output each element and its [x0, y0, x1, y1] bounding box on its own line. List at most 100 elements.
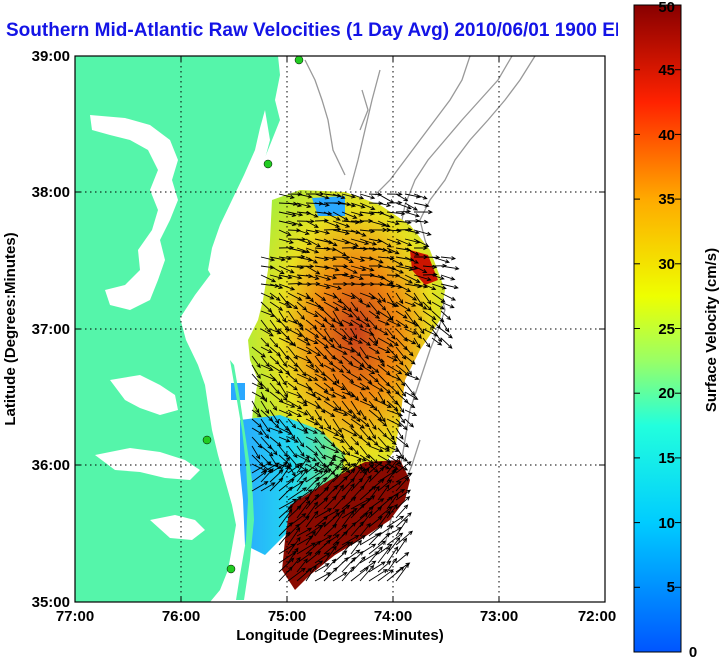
y-tick-label: 37:00	[32, 321, 70, 338]
velocity-arrow	[332, 364, 345, 373]
velocity-arrow	[332, 466, 348, 483]
velocity-arrow	[296, 310, 306, 321]
velocity-arrows	[251, 191, 460, 582]
velocity-arrow	[413, 229, 432, 236]
velocity-arrow	[341, 346, 356, 353]
velocity-arrow	[287, 527, 301, 546]
velocity-arrow	[350, 238, 370, 246]
velocity-arrow	[359, 454, 375, 464]
velocity-arrow	[278, 418, 290, 432]
velocity-arrow	[305, 364, 320, 373]
velocity-arrow	[377, 211, 395, 219]
velocity-arrow	[368, 256, 384, 264]
velocity-arrow	[440, 310, 452, 321]
velocity-arrow	[368, 346, 380, 354]
velocity-arrow	[306, 191, 325, 197]
velocity-arrow	[350, 319, 364, 328]
velocity-arrow	[341, 319, 354, 326]
velocity-arrow	[404, 202, 419, 211]
velocity-arrow	[359, 265, 375, 272]
velocity-arrow	[377, 509, 391, 528]
velocity-arrow	[341, 418, 355, 429]
velocity-arrow	[359, 560, 377, 573]
velocity-arrow	[296, 454, 312, 463]
velocity-arrow	[386, 319, 402, 327]
velocity-arrow	[359, 418, 370, 428]
velocity-arrow	[314, 373, 328, 381]
velocity-arrow	[377, 463, 391, 470]
velocity-arrow	[431, 337, 443, 346]
velocity-arrow	[269, 409, 280, 425]
velocity-arrow	[404, 328, 418, 335]
velocity-arrow	[359, 373, 373, 385]
velocity-arrow	[413, 301, 428, 310]
velocity-arrow	[377, 274, 394, 285]
colorbar-scale	[633, 4, 682, 653]
velocity-arrow	[377, 391, 386, 405]
velocity-arrow	[341, 454, 351, 467]
velocity-arrow	[278, 508, 293, 528]
velocity-arrow	[341, 409, 357, 419]
velocity-arrow	[332, 346, 348, 355]
velocity-arrow	[341, 566, 355, 582]
y-tick-label: 35:00	[32, 594, 70, 611]
velocity-arrow	[413, 310, 423, 322]
velocity-arrow	[341, 292, 356, 299]
velocity-arrow	[296, 264, 315, 269]
velocity-arrow	[296, 346, 313, 354]
velocity-arrow	[305, 550, 322, 564]
velocity-arrow	[287, 364, 299, 372]
velocity-arrow	[413, 328, 422, 340]
velocity-arrow	[314, 202, 330, 207]
colorbar-tick-label: 50	[658, 0, 675, 16]
velocity-arrow	[296, 202, 312, 208]
velocity-arrow	[341, 427, 358, 437]
velocity-arrow	[395, 461, 412, 474]
velocity-arrow	[323, 484, 339, 501]
velocity-arrow	[413, 193, 428, 200]
velocity-arrow	[368, 506, 383, 519]
velocity-arrow	[368, 569, 388, 582]
velocity-arrow	[278, 531, 291, 546]
velocity-arrow	[377, 543, 393, 555]
velocity-arrow	[287, 237, 307, 242]
velocity-arrow	[278, 400, 296, 408]
velocity-arrow	[350, 229, 367, 237]
station-marker	[226, 564, 236, 574]
velocity-arrow	[368, 561, 386, 573]
velocity-arrow	[395, 400, 405, 414]
y-tick-marks	[75, 55, 605, 603]
velocity-arrow	[368, 546, 383, 564]
colorbar-tick-label: 40	[658, 127, 675, 144]
velocity-arrow	[296, 337, 311, 346]
velocity-arrow	[404, 337, 417, 345]
velocity-arrow	[368, 540, 387, 555]
velocity-arrow	[296, 229, 310, 235]
velocity-arrow	[314, 521, 327, 537]
velocity-arrow	[296, 500, 311, 519]
velocity-arrow	[395, 476, 410, 492]
velocity-arrow	[395, 454, 409, 462]
velocity-arrow	[368, 485, 380, 501]
velocity-arrow	[440, 328, 453, 339]
velocity-arrow	[341, 355, 354, 366]
velocity-arrow	[404, 382, 416, 397]
velocity-arrow	[395, 319, 409, 329]
velocity-arrow	[296, 476, 307, 492]
velocity-arrow	[359, 319, 371, 328]
velocity-arrow	[269, 477, 284, 492]
velocity-arrow	[251, 461, 272, 474]
station-marker	[294, 56, 304, 65]
velocity-arrow	[251, 346, 266, 358]
velocity-arrow	[323, 211, 341, 221]
velocity-arrow	[323, 382, 335, 392]
velocity-arrow	[341, 462, 357, 474]
velocity-arrow	[404, 211, 420, 218]
velocity-arrow	[323, 545, 337, 564]
velocity-arrow	[314, 552, 331, 564]
velocity-arrow	[323, 220, 341, 228]
velocity-arrow	[260, 319, 272, 334]
velocity-arrow	[368, 319, 378, 330]
velocity-arrow	[305, 476, 320, 492]
